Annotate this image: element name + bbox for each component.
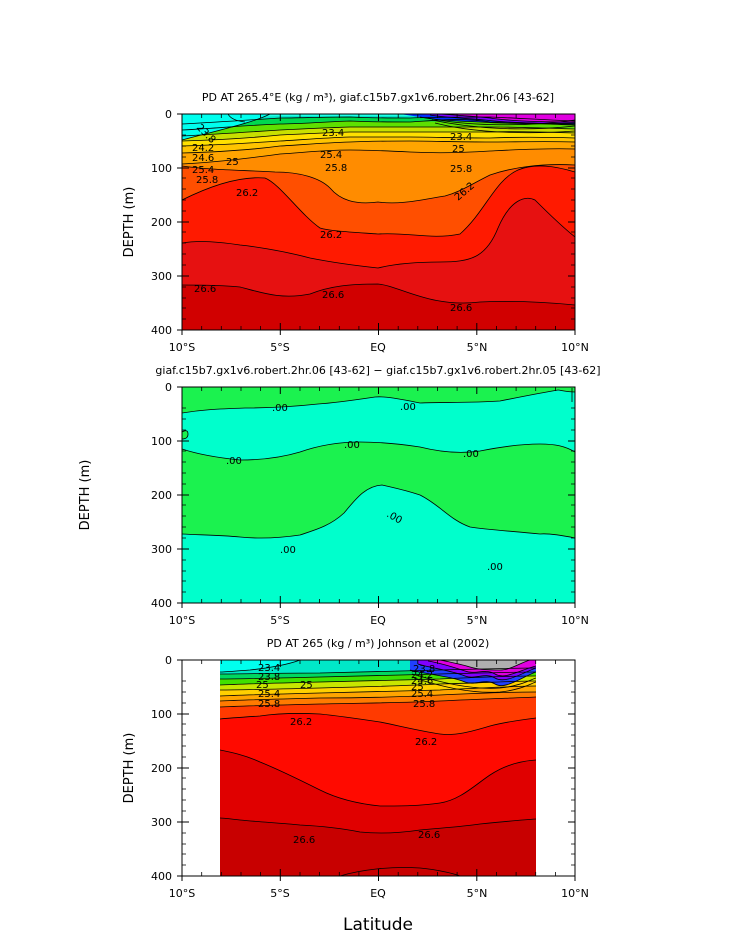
- contour-label: 24.2: [411, 670, 433, 681]
- contour-label: 25.4: [192, 165, 214, 176]
- x-tick-label: EQ: [370, 341, 386, 354]
- panel-3-y-axis-label: DEPTH (m): [122, 733, 137, 804]
- contour-label: 25: [300, 680, 313, 691]
- x-tick-label: 10°S: [169, 341, 195, 354]
- panel-2: giaf.c15b7.gx1v6.robert.2hr.06 [43-62] −…: [78, 364, 601, 627]
- panel-1-x-tick-labels: 10°S 5°S EQ 5°N 10°N: [169, 341, 589, 354]
- contour-label: 26.2: [415, 737, 437, 748]
- y-tick-label: 200: [151, 762, 172, 775]
- y-tick-label: 100: [151, 162, 172, 175]
- contour-label: 26.2: [236, 188, 258, 199]
- contour-label: 25.8: [413, 699, 435, 710]
- panel-2-fill: [182, 387, 575, 603]
- panel-1-title: PD AT 265.4°E (kg / m³), giaf.c15b7.gx1v…: [202, 91, 554, 104]
- y-tick-label: 0: [165, 108, 172, 121]
- contour-label: 26.2: [320, 230, 342, 241]
- x-tick-label: 5°N: [467, 341, 488, 354]
- x-axis-label: Latitude: [343, 915, 413, 935]
- contour-label: 23.8: [413, 664, 435, 675]
- y-tick-label: 200: [151, 489, 172, 502]
- x-tick-label: 10°N: [561, 614, 589, 627]
- x-tick-label: 5°S: [270, 614, 289, 627]
- panel-3-ticks: [177, 659, 576, 881]
- contour-label: 24.6: [192, 153, 214, 164]
- contour-label: 25.4: [320, 150, 342, 161]
- contour-label: 25: [256, 680, 269, 691]
- contour-label: 25.8: [450, 164, 472, 175]
- x-tick-label: EQ: [370, 614, 386, 627]
- contour-label: 24.6: [411, 676, 433, 687]
- x-tick-label: EQ: [370, 887, 386, 900]
- contour-label: 24.2: [192, 143, 214, 154]
- contour-label: .00: [344, 440, 360, 451]
- panel-2-x-tick-labels: 10°S 5°S EQ 5°N 10°N: [169, 614, 589, 627]
- contour-label: 26.6: [293, 835, 315, 846]
- panel-1-x-minor-ticks: [182, 114, 575, 330]
- x-tick-label: 5°S: [270, 887, 289, 900]
- x-tick-label: 10°N: [561, 341, 589, 354]
- contour-label: .00: [226, 456, 242, 467]
- panel-2-contours: [182, 388, 575, 539]
- contour-label: .00: [400, 402, 416, 413]
- y-tick-label: 300: [151, 270, 172, 283]
- y-tick-label: 0: [165, 381, 172, 394]
- y-tick-label: 100: [151, 435, 172, 448]
- y-tick-label: 400: [151, 597, 172, 610]
- y-tick-label: 400: [151, 870, 172, 883]
- panel-1-contours: [182, 114, 575, 306]
- contour-label: 25: [226, 157, 239, 168]
- contour-label: .00: [280, 545, 296, 556]
- y-tick-label: 400: [151, 324, 172, 337]
- contour-label: 25.8: [325, 163, 347, 174]
- contour-label: 23.8: [258, 672, 280, 683]
- panel-3-y-tick-labels: 0 100 200 300 400: [151, 654, 172, 883]
- y-tick-label: 200: [151, 216, 172, 229]
- panel-1-x-ticks: [177, 113, 576, 335]
- x-tick-label: 5°S: [270, 341, 289, 354]
- contour-label: 25: [411, 682, 424, 693]
- contour-label: 25.4: [258, 689, 280, 700]
- panel-3-x-tick-labels: 10°S 5°S EQ 5°N 10°N: [169, 887, 589, 900]
- x-tick-label: 10°S: [169, 614, 195, 627]
- contour-label: 23.4: [450, 132, 472, 143]
- panel-2-y-tick-labels: 0 100 200 300 400: [151, 381, 172, 610]
- panel-2-y-axis-label: DEPTH (m): [78, 460, 93, 531]
- panel-2-title: giaf.c15b7.gx1v6.robert.2hr.06 [43-62] −…: [155, 364, 600, 377]
- panel-1-y-tick-labels: 0 100 200 300 400: [151, 108, 172, 337]
- contour-label: 26.6: [322, 290, 344, 301]
- y-tick-label: 100: [151, 708, 172, 721]
- contour-label: 25.8: [196, 175, 218, 186]
- panel-3-fill: [220, 660, 536, 876]
- y-tick-label: 300: [151, 543, 172, 556]
- contour-label: 26.6: [418, 830, 440, 841]
- contour-label: 26.6: [450, 303, 472, 314]
- contour-label: 25: [452, 144, 465, 155]
- panel-1: PD AT 265.4°E (kg / m³), giaf.c15b7.gx1v…: [122, 91, 589, 354]
- panel-2-ticks: [177, 386, 576, 608]
- contour-label: 26.2: [290, 717, 312, 728]
- contour-label: .00: [487, 562, 503, 573]
- panel-3-contours: [220, 660, 536, 876]
- x-tick-label: 10°N: [561, 887, 589, 900]
- contour-label: 25.8: [258, 699, 280, 710]
- panel-1-fill: [182, 114, 575, 330]
- x-tick-label: 10°S: [169, 887, 195, 900]
- panel-3-title: PD AT 265 (kg / m³) Johnson et al (2002): [267, 637, 490, 650]
- contour-label: 23.4: [322, 128, 344, 139]
- panel-1-y-axis-label: DEPTH (m): [122, 187, 137, 258]
- panel-3: PD AT 265 (kg / m³) Johnson et al (2002): [122, 637, 589, 935]
- y-tick-label: 0: [165, 654, 172, 667]
- contour-label: .00: [463, 449, 479, 460]
- contour-label: 26.6: [194, 284, 216, 295]
- contour-label: 23.4: [258, 663, 280, 674]
- y-tick-label: 300: [151, 816, 172, 829]
- contour-label: .00: [272, 403, 288, 414]
- x-tick-label: 5°N: [467, 887, 488, 900]
- x-tick-label: 5°N: [467, 614, 488, 627]
- panel-3-contour-labels: 23.4 23.8 25 25 25.4 25.8 26.2 26.2 26.6…: [256, 663, 440, 846]
- contour-label: 25.4: [411, 689, 433, 700]
